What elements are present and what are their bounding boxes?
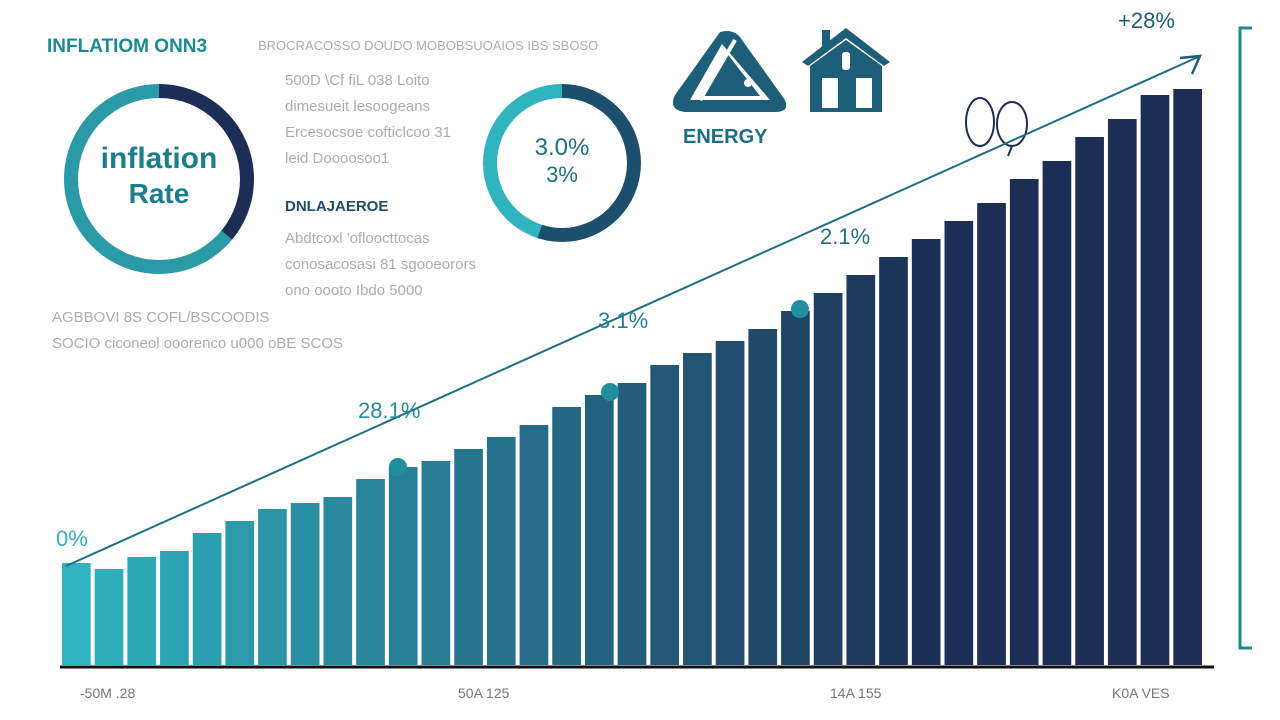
- bar: [454, 449, 483, 665]
- annotation-4: +28%: [1118, 8, 1175, 33]
- bar: [160, 551, 189, 665]
- header-title: INFLATIOM ONN3: [47, 36, 208, 57]
- x-tick-label: K0A VES: [1112, 685, 1170, 701]
- annotation-2: 3.1%: [598, 308, 649, 333]
- text-line: SOCIO ciconeol ooorenco u000 oBE SCOS: [52, 335, 343, 352]
- text-line: leid Doooosoo1: [285, 150, 390, 167]
- annotation-3: 2.1%: [820, 224, 871, 249]
- bar: [617, 383, 647, 665]
- x-tick-label: 50A 125: [458, 685, 510, 701]
- text-line: conosacosasi 81 sgooeorors: [285, 256, 476, 273]
- small-ring: 3.0% 3%: [483, 84, 641, 242]
- bar: [650, 365, 680, 665]
- bar: [127, 557, 157, 665]
- fuel-triangle-icon: [672, 31, 787, 112]
- small-ring-line1: 3.0%: [534, 134, 590, 161]
- bar: [715, 341, 745, 665]
- trend-point: [601, 383, 619, 401]
- bar: [1107, 119, 1137, 665]
- x-tick-label: 14A 155: [830, 685, 882, 701]
- bar: [813, 293, 843, 665]
- eggs-icon: [965, 97, 1028, 157]
- bar: [62, 563, 91, 665]
- trend-point: [791, 300, 809, 318]
- bar: [879, 257, 908, 665]
- inflation-ring: inflation Rate: [64, 84, 254, 274]
- bar: [258, 509, 287, 665]
- bar: [192, 533, 222, 665]
- trend-point: [389, 458, 407, 476]
- bar: [846, 275, 876, 665]
- bar: [1042, 161, 1072, 665]
- x-tick-label: -50M .28: [80, 685, 136, 701]
- text-line: AGBBOVI 8S COFL/BSCOODIS: [52, 309, 270, 326]
- bar: [519, 425, 549, 665]
- bar: [486, 437, 516, 665]
- bar: [1140, 95, 1170, 665]
- trend-line: [65, 56, 1199, 567]
- energy-label: ENERGY: [683, 126, 768, 148]
- bar: [388, 467, 418, 665]
- bar: [323, 497, 353, 665]
- bar: [1075, 137, 1104, 665]
- annotation-1: 28.1%: [358, 398, 421, 423]
- trend-arrow-icon: [1179, 54, 1203, 75]
- bar: [944, 221, 974, 665]
- text-line: Abdtcoxl 'ofloocttocas: [285, 230, 430, 247]
- bar: [356, 479, 385, 665]
- bar: [421, 461, 451, 665]
- bar: [584, 395, 614, 665]
- bar: [1009, 179, 1039, 665]
- bar: [225, 521, 255, 665]
- annotation-0: 0%: [56, 526, 88, 551]
- bar: [683, 353, 712, 665]
- house-icon: [802, 28, 890, 112]
- range-bracket: [1238, 26, 1252, 650]
- ring-line2: Rate: [128, 178, 190, 209]
- bar: [748, 329, 778, 665]
- text-line: Ercesocsoe cofticlcoo 31: [285, 124, 451, 141]
- bar: [977, 203, 1006, 665]
- bar: [552, 407, 581, 665]
- text-line: 500D \Cf fiL 038 Loito: [285, 72, 430, 89]
- text-line: dimesueit lesoogeans: [285, 98, 431, 115]
- bar: [1173, 89, 1202, 665]
- text-line: ono oooto Ibdo 5000: [285, 282, 423, 299]
- small-ring-line2: 3%: [546, 162, 578, 187]
- section-heading: DNLAJAEROE: [285, 198, 389, 215]
- bar: [94, 569, 124, 665]
- bar: [781, 311, 810, 665]
- ring-line1: inflation: [100, 142, 218, 175]
- header-subtitle: BROCRACOSSO DOUDO MOBOBSUOAIOS IBS SBOSO: [258, 38, 599, 53]
- bar: [911, 239, 941, 665]
- bar: [290, 503, 320, 665]
